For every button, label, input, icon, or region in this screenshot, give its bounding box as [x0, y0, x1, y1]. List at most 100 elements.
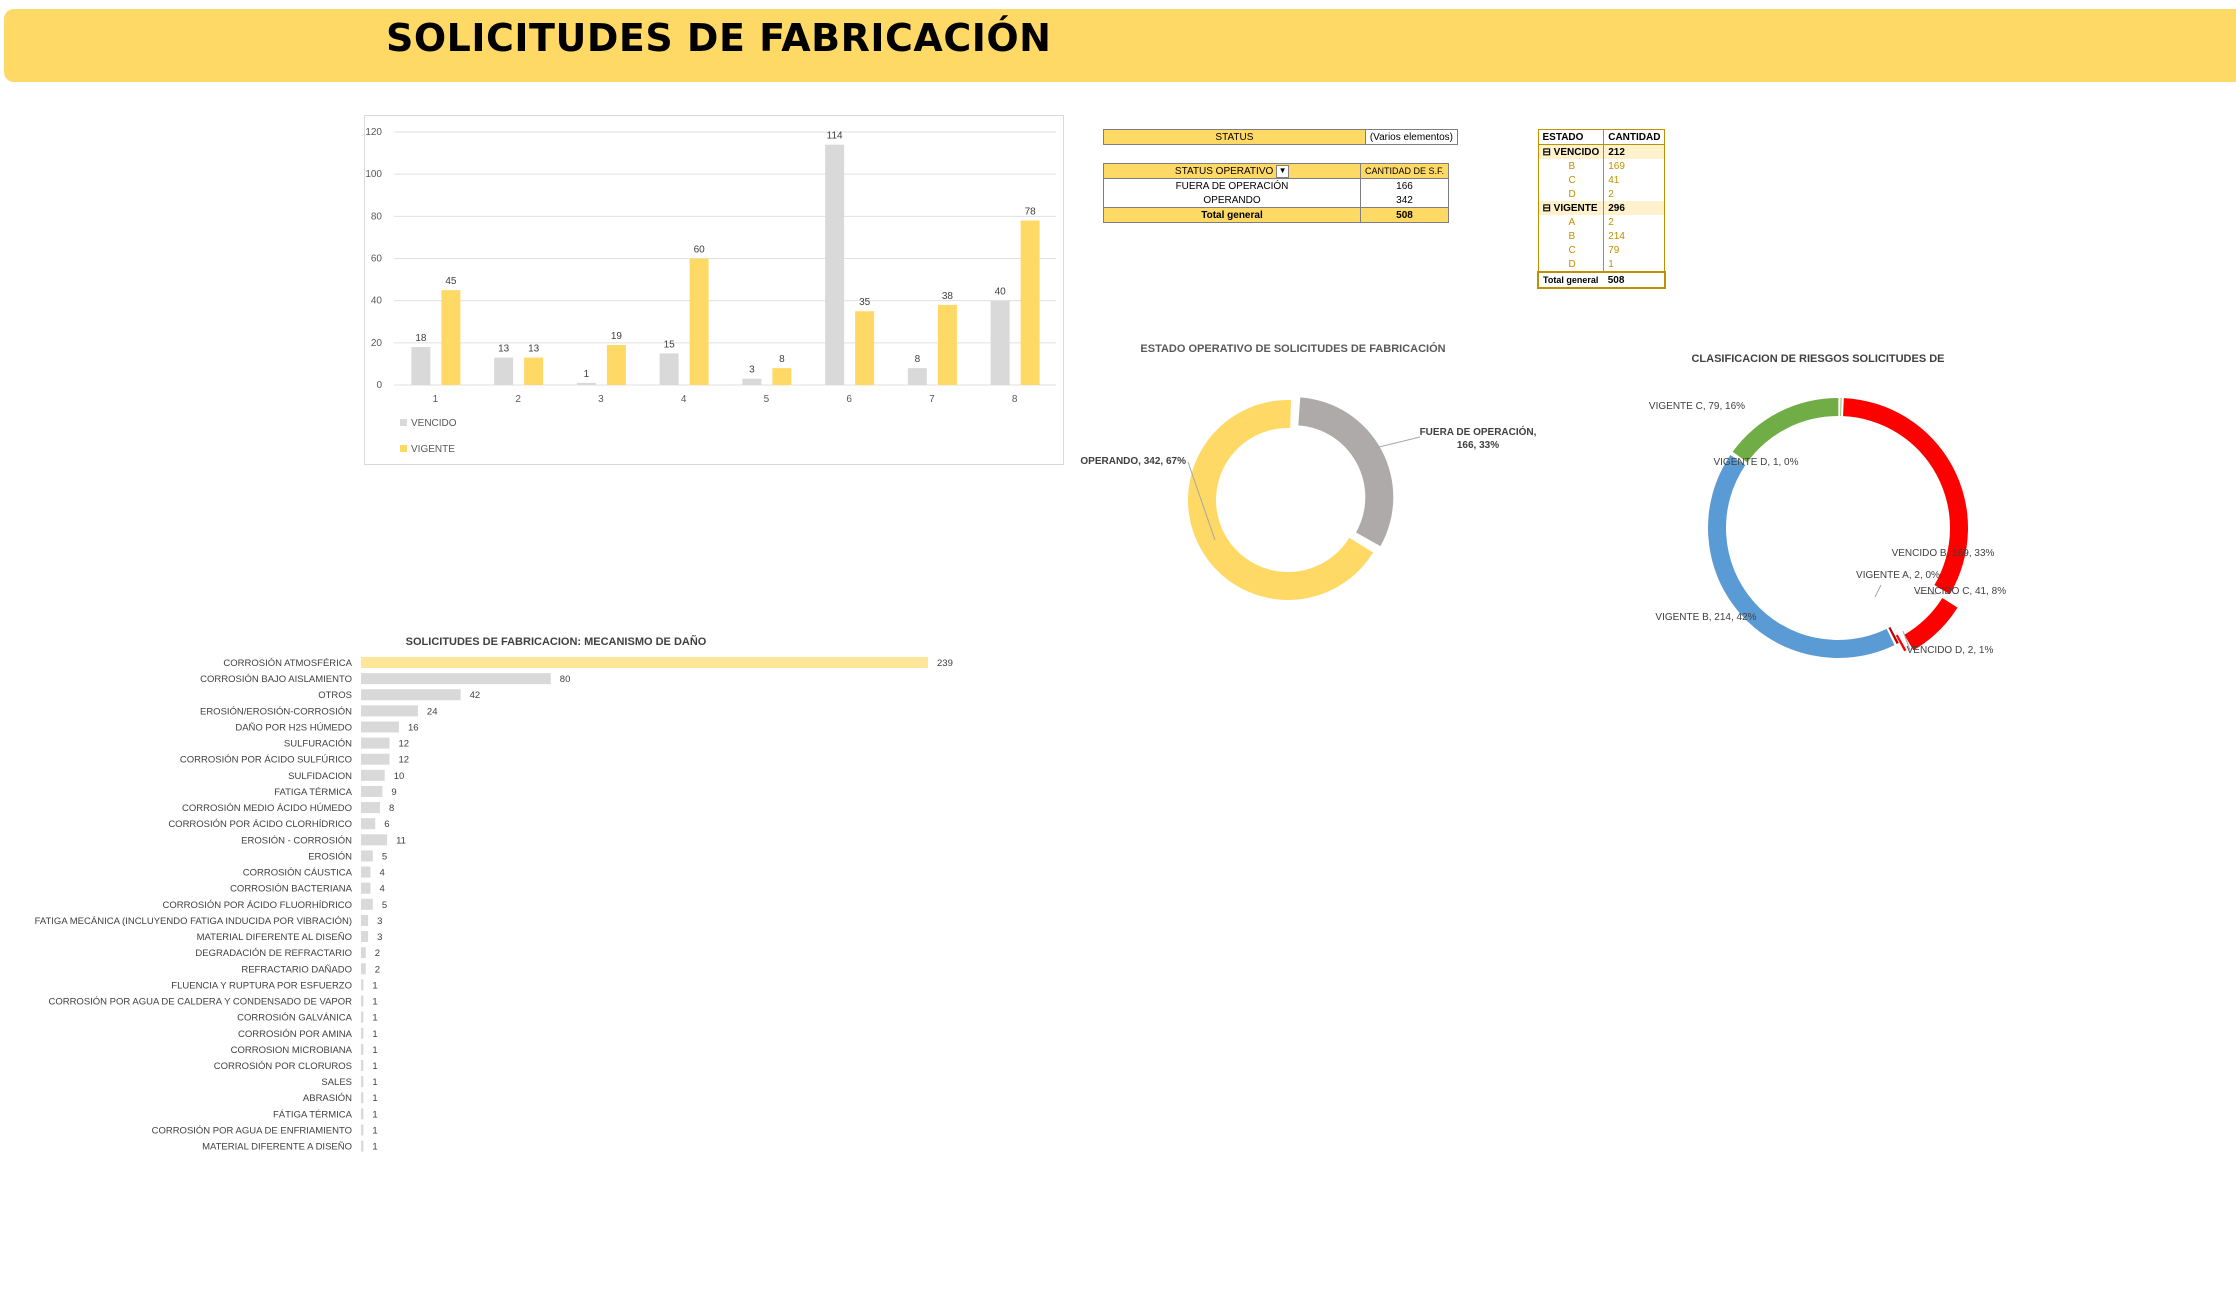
hbar[interactable]: [361, 947, 366, 959]
x-tick-label: 4: [681, 394, 687, 405]
risk-table: ESTADO CANTIDAD ⊟ VENCIDO 212 B 169 C 41 D 2 ⊟ V…: [1537, 129, 1666, 289]
hbar[interactable]: [361, 866, 371, 878]
hbar[interactable]: [361, 657, 928, 668]
hbar[interactable]: [361, 1124, 364, 1136]
bar-vencido[interactable]: [907, 368, 927, 385]
status-filter-value[interactable]: (Varios elementos): [1364, 129, 1459, 145]
risk-header-estado[interactable]: ESTADO: [1537, 129, 1605, 145]
bar-vencido[interactable]: [825, 144, 845, 385]
bar-vigente[interactable]: [606, 344, 626, 385]
status-filter[interactable]: STATUS (Varios elementos): [1103, 129, 1459, 145]
legend-swatch: [400, 419, 407, 426]
donut-slice[interactable]: [1904, 597, 1958, 651]
hbar[interactable]: [361, 785, 383, 797]
hbar[interactable]: [361, 1011, 364, 1023]
risk-group-row[interactable]: ⊟ VENCIDO 212: [1537, 144, 1666, 159]
data-label: 11: [396, 835, 406, 846]
hbar[interactable]: [361, 689, 461, 701]
risk-row-label: B: [1537, 159, 1604, 173]
hbar[interactable]: [361, 1076, 364, 1088]
data-label: 38: [942, 291, 954, 302]
bar-vigente[interactable]: [855, 311, 875, 385]
donut-slice[interactable]: [1840, 398, 1842, 417]
data-label: 16: [408, 722, 419, 733]
hbar[interactable]: [361, 914, 369, 926]
hbar[interactable]: [361, 1043, 364, 1055]
status-row-label: OPERANDO: [1103, 193, 1361, 208]
hbar[interactable]: [361, 1092, 364, 1104]
category-label: FATIGA TÉRMICA: [274, 787, 352, 798]
legend-swatch: [400, 445, 407, 452]
hbar[interactable]: [361, 673, 551, 685]
data-label: 3: [377, 916, 382, 927]
donut-slice[interactable]: [1843, 398, 1968, 595]
data-label: 2: [375, 948, 380, 959]
donut-chart-clasificacion-riesgos[interactable]: CLASIFICACION DE RIESGOS SOLICITUDES DE V…: [1620, 345, 2230, 675]
category-label: OTROS: [318, 690, 352, 701]
hbar[interactable]: [361, 818, 376, 830]
donut-slice[interactable]: [1188, 400, 1374, 600]
donut-slice[interactable]: [1732, 398, 1839, 463]
bar-vigente[interactable]: [937, 304, 957, 385]
donut-slice[interactable]: [1895, 634, 1907, 652]
hbar[interactable]: [361, 882, 371, 894]
bar-vencido[interactable]: [990, 300, 1010, 385]
hbar[interactable]: [361, 850, 373, 862]
bar-vigente[interactable]: [524, 357, 544, 385]
y-tick-label: 20: [371, 338, 383, 349]
bar-vencido[interactable]: [659, 353, 679, 385]
bar-vencido[interactable]: [576, 382, 596, 385]
chart-title: SOLICITUDES DE FABRICACION: MECANISMO DE…: [406, 635, 707, 648]
hbar[interactable]: [361, 705, 418, 717]
data-label: 35: [859, 297, 871, 308]
donut-slice[interactable]: [1708, 454, 1895, 658]
donut-slice[interactable]: [1888, 627, 1899, 645]
hbar[interactable]: [361, 737, 390, 749]
hbar[interactable]: [361, 1108, 364, 1120]
risk-row: B 169: [1537, 159, 1666, 173]
hbar[interactable]: [361, 802, 380, 814]
status-operativo-table: STATUS OPERATIVO ▼ CANTIDAD DE S.F. FUER…: [1103, 163, 1450, 223]
data-label: 1: [372, 1125, 377, 1136]
x-tick-label: 5: [764, 394, 770, 405]
category-label: CORROSIÓN ATMOSFÉRICA: [223, 658, 352, 669]
data-label: 5: [382, 851, 387, 862]
hbar[interactable]: [361, 769, 385, 781]
hbar[interactable]: [361, 1140, 364, 1152]
risk-group-label: ⊟ VENCIDO: [1537, 144, 1604, 159]
hbar[interactable]: [361, 834, 388, 846]
x-tick-label: 7: [929, 394, 935, 405]
hbar[interactable]: [361, 963, 366, 975]
bar-vigente[interactable]: [1020, 220, 1040, 385]
hbar[interactable]: [361, 931, 369, 943]
risk-group-row[interactable]: ⊟ VIGENTE 296: [1537, 201, 1666, 215]
bar-vigente[interactable]: [689, 258, 709, 386]
status-operativo-header[interactable]: STATUS OPERATIVO ▼: [1103, 163, 1361, 179]
slice-label: VENCIDO B, 169, 33%: [1892, 548, 1995, 559]
hbar[interactable]: [361, 1060, 364, 1071]
hbar[interactable]: [361, 721, 399, 733]
bar-vigente[interactable]: [772, 368, 792, 385]
data-label: 40: [995, 287, 1007, 298]
hbar[interactable]: [361, 995, 364, 1007]
hbar-chart-mecanismo-dano[interactable]: SOLICITUDES DE FABRICACION: MECANISMO DE…: [0, 628, 1000, 1168]
hbar[interactable]: [361, 898, 373, 910]
hbar[interactable]: [361, 979, 364, 991]
hbar[interactable]: [361, 1027, 364, 1039]
status-filter-value-text: (Varios elementos): [1369, 131, 1453, 143]
donut-chart-estado-operativo[interactable]: ESTADO OPERATIVO DE SOLICITUDES DE FABRI…: [1080, 335, 1560, 615]
donut-slice[interactable]: [1298, 397, 1394, 547]
bar-vigente[interactable]: [441, 290, 461, 385]
hbar[interactable]: [361, 753, 390, 765]
bar-vencido[interactable]: [742, 378, 762, 385]
cantidad-header: CANTIDAD DE S.F.: [1359, 163, 1450, 179]
bar-vencido[interactable]: [494, 357, 514, 385]
status-total-label: Total general: [1103, 207, 1361, 223]
data-label: 8: [389, 803, 394, 814]
legend-label: VIGENTE: [411, 444, 455, 455]
filter-icon[interactable]: ▼: [1276, 164, 1290, 178]
slice-label: FUERA DE OPERACIÓN,: [1420, 425, 1537, 438]
bar-vencido[interactable]: [411, 347, 431, 385]
status-operativo-header-text: STATUS OPERATIVO: [1174, 165, 1274, 177]
